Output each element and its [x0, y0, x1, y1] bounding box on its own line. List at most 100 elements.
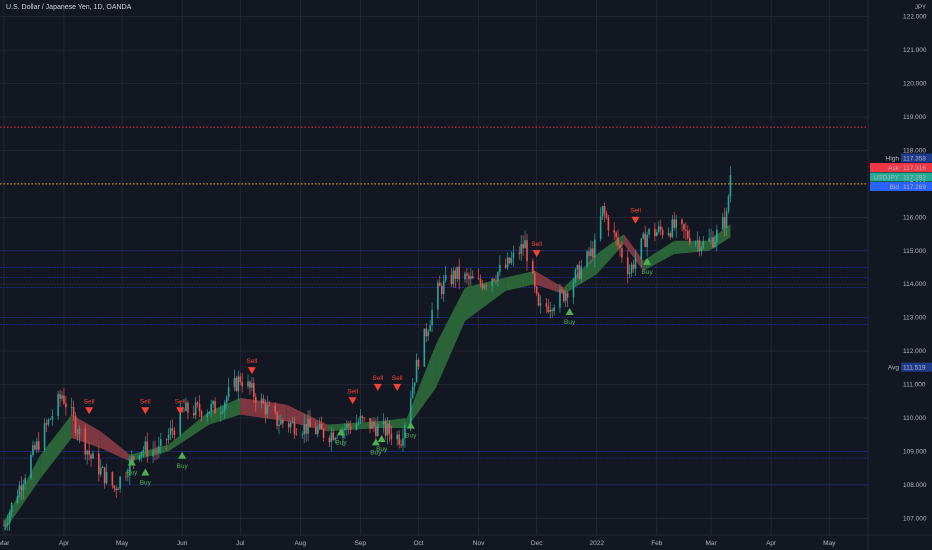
candle-body — [427, 331, 429, 337]
x-tick-label: Nov — [473, 540, 485, 547]
candle-body — [559, 289, 561, 308]
candle-body — [105, 472, 108, 484]
candle-body — [539, 303, 542, 306]
candle-body — [702, 241, 705, 248]
candle-body — [698, 240, 701, 251]
candle-body — [518, 252, 521, 254]
currency-label: JPY — [914, 5, 926, 11]
y-tick-label: 121.000 — [903, 47, 927, 54]
candle-body — [206, 413, 209, 418]
candle-body — [580, 266, 583, 279]
candle-body — [716, 229, 718, 242]
candle-body — [495, 280, 497, 282]
candle-body — [659, 226, 662, 230]
candle-body — [553, 307, 555, 312]
candle-body — [274, 405, 276, 412]
candle-body — [648, 228, 650, 235]
candle-body — [673, 219, 676, 228]
candle-body — [431, 309, 433, 326]
candle-body — [497, 272, 499, 281]
candle-body — [398, 434, 400, 445]
price-label-name: Avg — [888, 364, 899, 371]
candle-body — [247, 381, 249, 387]
candle-body — [594, 239, 596, 258]
candle-body — [347, 423, 350, 427]
candle-body — [332, 432, 335, 440]
candle-body — [450, 274, 453, 284]
candle-body — [634, 259, 637, 269]
ribbon-segment — [596, 234, 624, 275]
candle-body — [349, 426, 352, 430]
candle-body — [322, 429, 325, 439]
candle-body — [32, 445, 34, 455]
candle-body — [712, 237, 714, 248]
candle-body — [535, 286, 538, 294]
candle-body — [373, 421, 375, 427]
candle-body — [86, 450, 88, 455]
price-label-value-bg — [901, 172, 932, 182]
candle-body — [714, 241, 716, 248]
candle-body — [5, 524, 7, 526]
price-label-tag — [870, 172, 901, 182]
candle-body — [667, 233, 670, 236]
candle-body — [466, 273, 468, 276]
price-label-value-bg — [901, 153, 932, 163]
sell-label: Sell — [140, 398, 151, 405]
candle-body — [510, 257, 513, 264]
ribbon-segment — [534, 270, 564, 295]
candle-body — [723, 217, 726, 229]
price-label-value: 117.358 — [903, 155, 926, 162]
candle-body — [65, 403, 67, 408]
candle-body — [138, 455, 141, 460]
x-tick-label: May — [823, 540, 836, 547]
candle-body — [165, 439, 168, 441]
candle-body — [59, 394, 61, 399]
candle-body — [309, 418, 311, 428]
candle-body — [574, 269, 577, 283]
candle-body — [158, 446, 160, 453]
candle-body — [661, 229, 664, 236]
price-label-tag — [870, 153, 901, 163]
candle-body — [681, 219, 683, 225]
candle-body — [402, 438, 404, 446]
candle-body — [305, 424, 307, 434]
candle-body — [344, 428, 346, 431]
ribbon-segment — [71, 414, 101, 449]
candle-body — [533, 273, 536, 287]
y-tick-label: 112.000 — [903, 348, 926, 355]
y-tick-label: 115.000 — [903, 248, 926, 255]
candle-body — [415, 359, 418, 383]
candle-body — [70, 407, 73, 408]
candle-body — [617, 237, 619, 245]
candle-body — [526, 240, 528, 262]
candle-body — [572, 282, 575, 298]
candle-body — [334, 438, 336, 440]
buy-marker — [565, 307, 574, 315]
candle-body — [671, 219, 674, 238]
candle-body — [458, 266, 460, 280]
candle-body — [485, 285, 488, 287]
candle-body — [384, 421, 387, 436]
candle-body — [225, 397, 228, 403]
candle-body — [382, 421, 385, 425]
candle-body — [411, 386, 414, 399]
candle-body — [452, 270, 455, 284]
candle-body — [506, 257, 509, 268]
candle-body — [423, 328, 426, 367]
candle-body — [125, 476, 127, 478]
candle-body — [646, 234, 648, 248]
candle-body — [656, 231, 658, 237]
candle-body — [479, 278, 482, 284]
candle-body — [196, 402, 199, 404]
candle-body — [45, 423, 48, 425]
candle-body — [640, 238, 643, 260]
candle-body — [727, 196, 730, 212]
candle-body — [493, 278, 495, 281]
x-tick-label: Jul — [236, 540, 245, 547]
candle-body — [563, 290, 565, 302]
x-tick-label: Oct — [413, 540, 423, 547]
candle-body — [564, 293, 567, 302]
candle-body — [710, 237, 712, 239]
candle-body — [359, 416, 362, 423]
